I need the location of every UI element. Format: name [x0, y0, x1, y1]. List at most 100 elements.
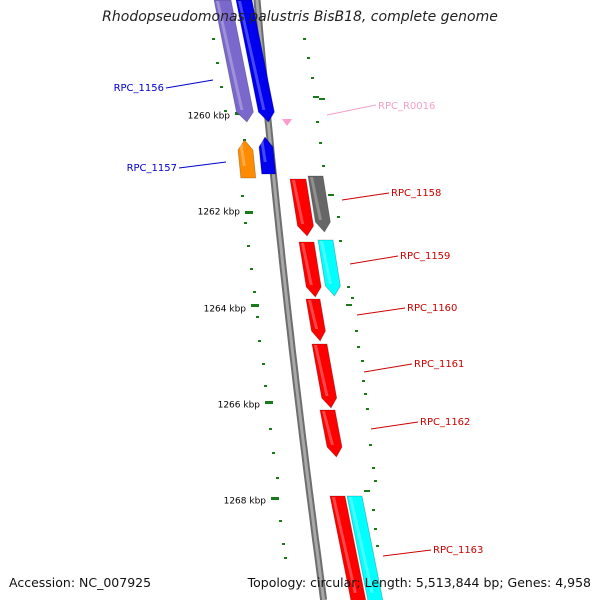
tick-dot-outer — [376, 545, 379, 547]
tick-dot-outer — [303, 38, 306, 40]
ruler-label: 1264 kbp — [204, 305, 247, 315]
gene-feature-sheen — [238, 1, 266, 110]
feature-label-rpc_1159: RPC_1159 — [400, 251, 450, 262]
gene-feature-rpc_1156 — [235, 0, 275, 123]
tick-dot-inner — [256, 316, 259, 318]
gene-feature-rpc_1163 — [346, 495, 384, 600]
map-title: Rhodopseudomonas palustris BisB18, compl… — [102, 9, 498, 25]
tick-dot-outer — [374, 480, 377, 482]
tick-dot-inner — [262, 363, 265, 365]
label-leader-line — [178, 161, 227, 169]
gene-feature-sheen — [239, 141, 246, 166]
gene-feature-rpc_1159 — [317, 239, 341, 297]
gene-feature-sheen — [260, 138, 267, 162]
tick-dot-inner — [220, 86, 223, 88]
ruler-tick-minor — [313, 96, 319, 98]
gene-feature-sheen — [314, 345, 329, 396]
gene-feature-rpc_1159 — [298, 241, 322, 298]
gene-feature-sheen — [216, 1, 244, 110]
tick-dot-outer — [316, 121, 319, 123]
feature-label-rpc_1161: RPC_1161 — [414, 359, 464, 370]
tick-dot-inner — [212, 38, 215, 40]
gene-feature-sheen — [349, 497, 374, 593]
gene-feature-sheen — [310, 177, 322, 220]
tick-dot-outer — [366, 408, 369, 410]
feature-label-rpc_1160: RPC_1160 — [407, 303, 457, 314]
feature-label-rpc_r0016: RPC_R0016 — [378, 101, 435, 112]
tick-dot-inner — [279, 520, 282, 522]
gene-feature-sheen — [320, 241, 332, 284]
gene-feature-rpc_1160 — [305, 298, 326, 342]
tick-dot-outer — [355, 330, 358, 332]
tick-dot-outer — [339, 240, 342, 242]
ruler-label: 1266 kbp — [218, 401, 261, 411]
gene-feature-rpc_1163 — [329, 495, 367, 600]
tick-dot-outer — [362, 380, 365, 382]
gene-feature-rpc_1157 — [237, 139, 257, 179]
label-leader-line — [326, 104, 377, 116]
tick-dot-outer — [311, 77, 314, 79]
ruler-tick — [271, 497, 279, 500]
tick-dot-inner — [282, 543, 285, 545]
tick-dot-inner — [264, 385, 267, 387]
tick-dot-inner — [216, 62, 219, 64]
gene-feature-sheen — [301, 243, 313, 285]
ruler-tick-minor — [319, 98, 325, 100]
ruler-label: 1262 kbp — [198, 208, 241, 218]
tick-dot-outer — [374, 528, 377, 530]
label-leader-line — [349, 255, 399, 265]
feature-label-rpc_1163: RPC_1163 — [433, 545, 483, 556]
ruler-label: 1260 kbp — [188, 112, 231, 122]
tick-dot-inner — [284, 557, 287, 559]
gene-feature-sheen — [308, 300, 319, 329]
tick-dot-inner — [247, 245, 250, 247]
tick-dot-inner — [258, 340, 261, 342]
tick-dot-outer — [372, 509, 375, 511]
label-leader-line — [356, 307, 406, 316]
ruler-tick — [245, 211, 253, 214]
feature-label-rpc_1158: RPC_1158 — [391, 188, 441, 199]
gene-feature-rpc_1158 — [289, 178, 314, 237]
feature-label-rpc_1162: RPC_1162 — [420, 417, 470, 428]
tick-dot-outer — [319, 142, 322, 144]
tick-dot-inner — [272, 452, 275, 454]
tick-dot-outer — [322, 165, 325, 167]
tick-dot-outer — [351, 297, 354, 299]
label-leader-line — [370, 421, 419, 430]
gene-feature-rpc_1158 — [307, 175, 331, 233]
gene-feature-rpc_1161 — [311, 343, 338, 409]
ruler-tick-minor — [364, 490, 370, 492]
gene-feature-rpc_1157 — [258, 136, 277, 175]
ruler-tick-minor — [346, 304, 352, 306]
ruler-tick — [265, 401, 273, 404]
label-leader-line — [165, 79, 214, 89]
tick-dot-inner — [276, 477, 279, 479]
tick-dot-outer — [372, 467, 375, 469]
tick-dot-inner — [269, 428, 272, 430]
gene-feature-rpc_r0016 — [282, 119, 292, 126]
tick-dot-inner — [250, 268, 253, 270]
gene-feature-sheen — [292, 180, 305, 224]
tick-dot-inner — [241, 195, 244, 197]
feature-label-rpc_1157: RPC_1157 — [127, 163, 177, 174]
tick-dot-outer — [337, 216, 340, 218]
label-leader-line — [382, 549, 432, 557]
ruler-tick-minor — [328, 194, 334, 196]
tick-dot-outer — [347, 286, 350, 288]
gene-feature-sheen — [322, 411, 334, 445]
gene-feature-sheen — [332, 497, 357, 593]
gene-feature-rpc_1156 — [213, 0, 254, 123]
feature-label-rpc_1156: RPC_1156 — [114, 83, 164, 94]
tick-dot-inner — [253, 291, 256, 293]
tick-dot-outer — [369, 444, 372, 446]
ruler-label: 1268 kbp — [224, 497, 267, 507]
label-leader-line — [341, 192, 390, 201]
gene-feature-rpc_1162 — [319, 409, 343, 458]
tick-dot-outer — [357, 346, 360, 348]
tick-dot-inner — [224, 110, 227, 112]
label-leader-line — [363, 363, 413, 373]
tick-dot-inner — [244, 222, 247, 224]
ruler-tick — [251, 304, 259, 307]
topology-text: Topology: circular; Length: 5,513,844 bp… — [247, 575, 591, 590]
